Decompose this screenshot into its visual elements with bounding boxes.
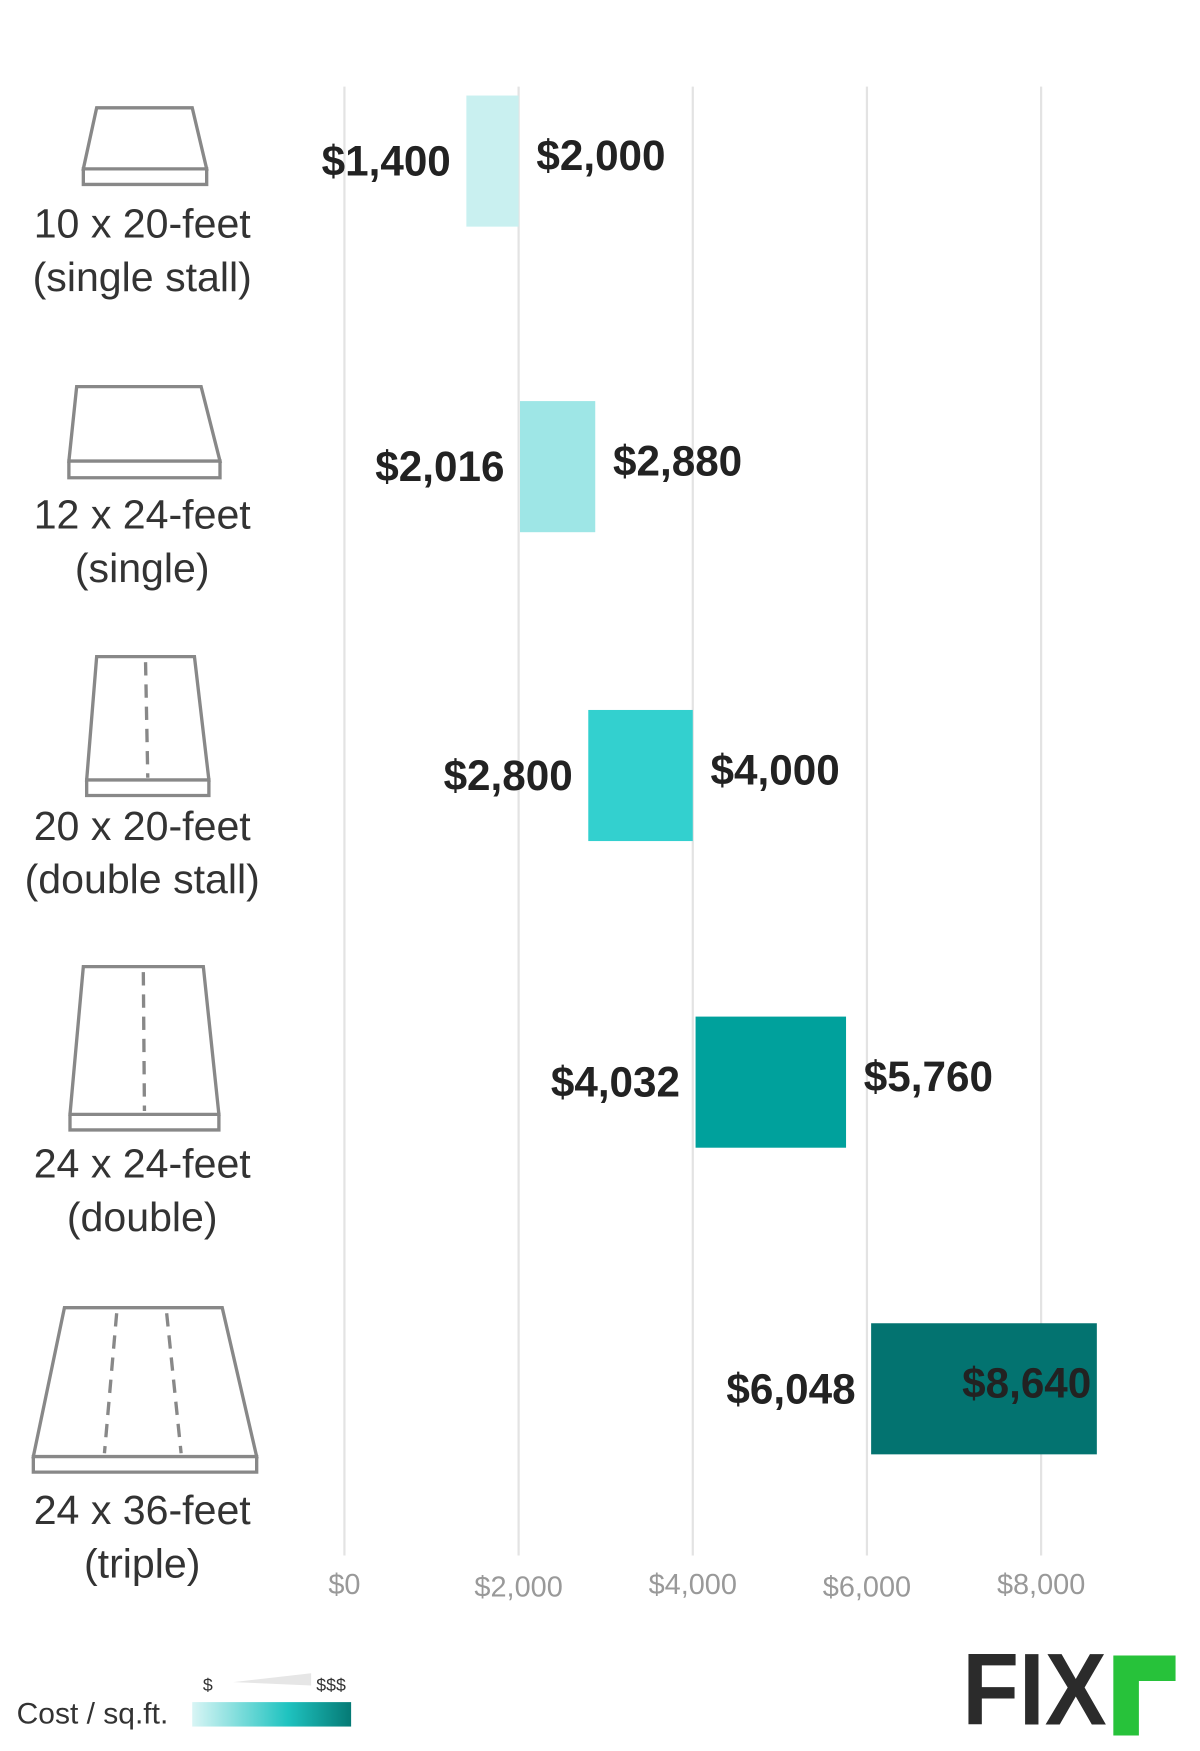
icon-divider (143, 662, 150, 778)
icon-triple (31, 1306, 259, 1474)
x-tick-label: $2,000 (474, 1571, 562, 1603)
bar (871, 1323, 1097, 1455)
low-label: $2,800 (444, 752, 573, 799)
high-label: $4,000 (711, 746, 840, 793)
x-tick-label: $4,000 (649, 1569, 737, 1601)
garage-icons (31, 106, 259, 1474)
bar (695, 1016, 847, 1148)
bar (466, 95, 519, 227)
icon-single (81, 106, 209, 187)
category-label-line: 20 x 20-feet (34, 803, 252, 849)
low-label: $4,032 (551, 1059, 680, 1106)
bar (588, 709, 693, 842)
icon-double (68, 964, 221, 1132)
icon-divider (102, 1313, 183, 1454)
x-tick-label: $0 (328, 1569, 360, 1601)
low-label: $6,048 (726, 1365, 855, 1412)
category-label-line: (single stall) (33, 254, 252, 300)
category-label: 24 x 24-feet (double) (34, 1140, 252, 1239)
high-label: $8,640 (962, 1360, 1091, 1407)
icon-divider (141, 972, 147, 1112)
icon-double (84, 654, 211, 798)
legend-gradient (192, 1702, 352, 1727)
logo-r (1113, 1655, 1176, 1736)
legend-high: $$$ (316, 1675, 346, 1695)
category-label: 24 x 36-feet (triple) (34, 1487, 252, 1586)
category-label-line: 24 x 24-feet (34, 1140, 252, 1186)
category-label-line: (double stall) (25, 856, 260, 902)
legend-low: $ (203, 1675, 213, 1695)
bar (520, 401, 596, 533)
category-label-line: (double) (67, 1194, 218, 1240)
high-label: $2,000 (536, 132, 665, 179)
legend-wedge (233, 1673, 312, 1686)
category-label-line: (triple) (84, 1540, 200, 1586)
category-label-line: 10 x 20-feet (34, 201, 252, 247)
x-tick-label: $8,000 (997, 1569, 1085, 1601)
category-label: 20 x 20-feet (double stall) (25, 803, 260, 902)
high-label: $2,880 (613, 438, 742, 485)
category-label-line: 12 x 24-feet (34, 492, 252, 538)
category-label: 10 x 20-feet (single stall) (33, 201, 252, 300)
category-label-line: 24 x 36-feet (34, 1487, 252, 1533)
x-tick-label: $6,000 (823, 1571, 911, 1603)
logo: FIX (962, 1632, 1106, 1747)
high-label: $5,760 (864, 1053, 993, 1100)
low-label: $1,400 (322, 138, 451, 185)
icon-single (67, 384, 223, 480)
category-label-line: (single) (75, 545, 210, 591)
category-label: 12 x 24-feet (single) (34, 492, 252, 591)
legend-title: Cost / sq.ft. (17, 1697, 169, 1730)
low-label: $2,016 (375, 443, 504, 490)
